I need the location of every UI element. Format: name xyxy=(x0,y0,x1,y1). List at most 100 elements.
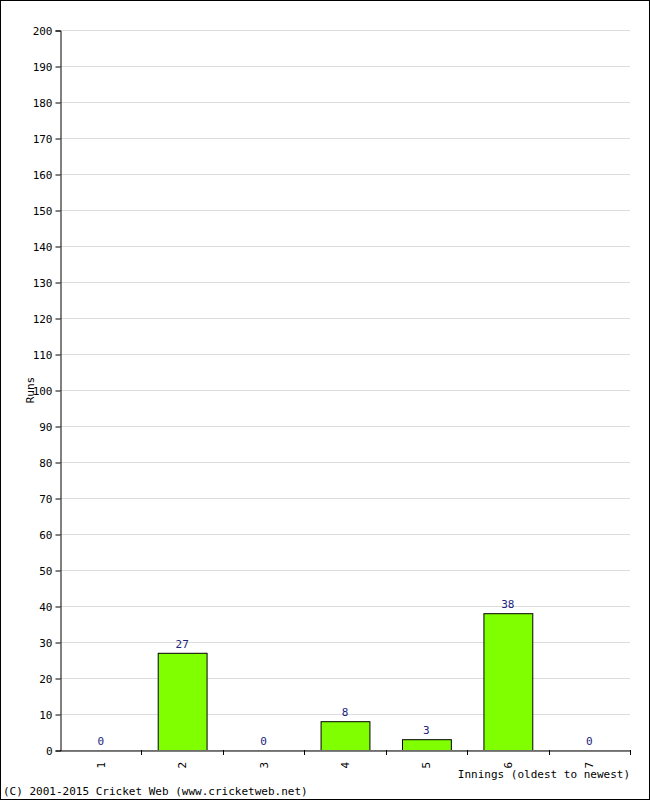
grid-line xyxy=(60,606,630,607)
grid-line xyxy=(60,570,630,571)
grid-line xyxy=(60,66,630,67)
x-separator xyxy=(549,750,550,755)
y-tick-mark xyxy=(56,247,61,248)
grid-line xyxy=(60,462,630,463)
bar xyxy=(321,722,370,750)
y-tick-mark xyxy=(56,715,61,716)
y-tick-mark xyxy=(56,175,61,176)
data-label: 27 xyxy=(176,638,189,651)
y-tick-label: 80 xyxy=(39,457,52,470)
x-tick-label: 3 xyxy=(258,762,271,769)
x-tick-label: 5 xyxy=(420,762,433,769)
y-tick: 0 xyxy=(46,745,61,758)
y-tick-mark xyxy=(56,283,61,284)
y-tick-mark xyxy=(56,355,61,356)
y-tick-label: 90 xyxy=(39,421,52,434)
bar xyxy=(158,653,207,750)
y-tick-label: 160 xyxy=(33,169,53,182)
grid-line xyxy=(60,174,630,175)
y-tick-label: 110 xyxy=(33,349,53,362)
x-tick: 3 xyxy=(258,762,271,769)
data-label: 0 xyxy=(97,735,104,748)
bars xyxy=(158,614,533,750)
x-axis-line xyxy=(61,751,631,752)
y-tick: 80 xyxy=(39,457,60,470)
y-tick: 70 xyxy=(39,493,60,506)
y-tick-label: 140 xyxy=(33,241,53,254)
x-separator xyxy=(223,750,224,755)
y-tick: 130 xyxy=(33,277,61,290)
y-tick: 30 xyxy=(39,637,60,650)
annotation: (C) 2001-2015 Cricket Web (www.cricketwe… xyxy=(3,785,308,798)
x-tick-label: 4 xyxy=(339,762,352,769)
y-tick-label: 180 xyxy=(33,97,53,110)
y-tick-mark xyxy=(56,319,61,320)
grid-line xyxy=(60,354,630,355)
y-tick-mark xyxy=(56,31,61,32)
y-tick-label: 10 xyxy=(39,709,52,722)
data-label: 0 xyxy=(260,735,267,748)
y-tick-label: 0 xyxy=(46,745,53,758)
y-tick: 150 xyxy=(33,205,61,218)
bar xyxy=(484,614,533,750)
x-tick: 2 xyxy=(176,762,189,769)
bar xyxy=(403,740,452,750)
y-tick-mark xyxy=(56,211,61,212)
grid-line xyxy=(60,498,630,499)
y-tick-label: 170 xyxy=(33,133,53,146)
grid-line xyxy=(60,102,630,103)
y-tick: 120 xyxy=(33,313,61,326)
grid-line xyxy=(60,750,630,751)
grid-line xyxy=(60,246,630,247)
grid-line xyxy=(60,318,630,319)
x-tick-label: 1 xyxy=(95,762,108,769)
x-separator xyxy=(630,750,631,755)
data-label: 3 xyxy=(423,724,430,737)
y-tick-mark xyxy=(56,67,61,68)
y-tick-mark xyxy=(56,427,61,428)
y-tick: 60 xyxy=(39,529,60,542)
y-axis-title: Runs xyxy=(24,377,37,404)
x-axis: 1234567 xyxy=(61,751,631,769)
y-tick: 160 xyxy=(33,169,61,182)
y-tick-label: 30 xyxy=(39,637,52,650)
chart: 0102030405060708090100110120130140150160… xyxy=(0,0,650,800)
y-tick-mark xyxy=(56,535,61,536)
y-tick-mark xyxy=(56,643,61,644)
y-tick-label: 60 xyxy=(39,529,52,542)
y-tick-mark xyxy=(56,391,61,392)
y-tick: 50 xyxy=(39,565,60,578)
y-tick: 200 xyxy=(33,25,61,38)
y-tick-mark xyxy=(56,571,61,572)
data-label: 0 xyxy=(586,735,593,748)
grid-line xyxy=(60,678,630,679)
grid xyxy=(60,31,630,751)
y-tick-label: 50 xyxy=(39,565,52,578)
y-tick-mark xyxy=(56,751,61,752)
y-tick-mark xyxy=(56,139,61,140)
grid-line xyxy=(60,210,630,211)
y-tick-label: 130 xyxy=(33,277,53,290)
y-tick: 90 xyxy=(39,421,60,434)
x-separator xyxy=(304,750,305,755)
y-tick-mark xyxy=(56,679,61,680)
x-tick: 4 xyxy=(339,762,352,769)
data-labels: 027083380 xyxy=(97,598,592,748)
y-tick: 10 xyxy=(39,709,60,722)
x-tick-label: 2 xyxy=(176,762,189,769)
y-tick: 140 xyxy=(33,241,61,254)
y-tick: 40 xyxy=(39,601,60,614)
x-separators xyxy=(142,750,631,755)
grid-line xyxy=(60,426,630,427)
y-tick: 190 xyxy=(33,61,61,74)
x-tick: 5 xyxy=(420,762,433,769)
x-separator xyxy=(386,750,387,755)
x-separator xyxy=(141,750,142,755)
y-tick-mark xyxy=(56,463,61,464)
grid-line xyxy=(60,282,630,283)
y-tick-label: 40 xyxy=(39,601,52,614)
x-tick: 1 xyxy=(95,762,108,769)
y-axis-line xyxy=(56,31,62,751)
y-tick-label: 20 xyxy=(39,673,52,686)
data-label: 38 xyxy=(501,598,514,611)
